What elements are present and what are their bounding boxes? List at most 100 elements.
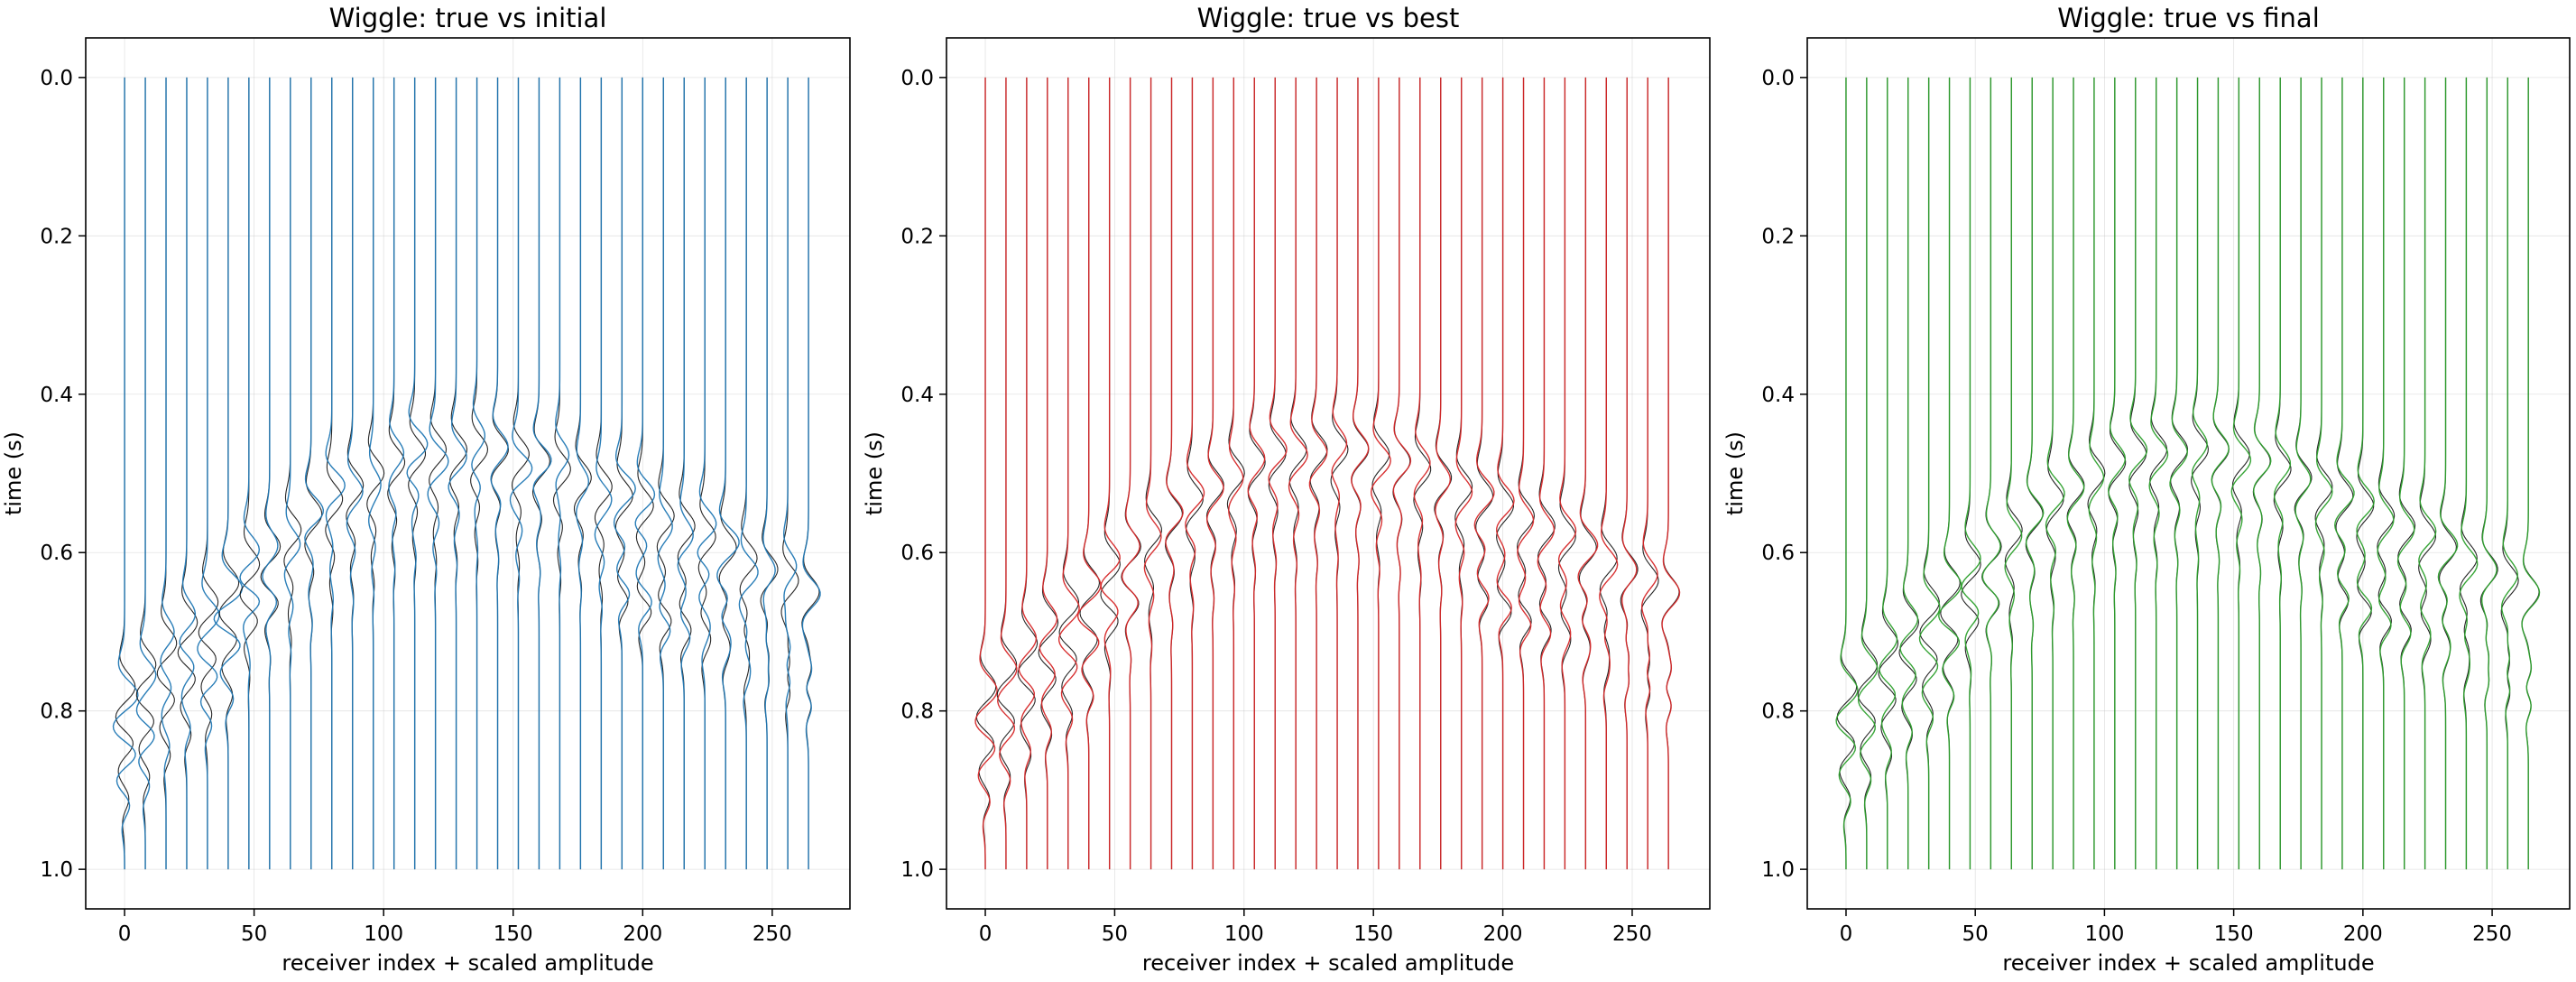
axes-frame bbox=[1806, 37, 2571, 910]
x-tick-label: 150 bbox=[494, 922, 533, 946]
final-trace-30 bbox=[2459, 77, 2479, 870]
best-trace-1 bbox=[997, 77, 1018, 870]
true-trace-16 bbox=[2170, 77, 2189, 870]
true-trace-19 bbox=[1371, 77, 1390, 870]
true-trace-17 bbox=[2191, 77, 2209, 870]
true-trace-31 bbox=[1620, 77, 1639, 870]
best-trace-21 bbox=[1413, 77, 1431, 870]
best-trace-32 bbox=[1640, 77, 1658, 870]
initial-trace-23 bbox=[594, 77, 613, 870]
true-trace-14 bbox=[408, 77, 427, 870]
true-trace-14 bbox=[1268, 77, 1287, 870]
x-tick-label: 250 bbox=[2472, 922, 2512, 946]
initial-trace-11 bbox=[346, 77, 364, 870]
x-tick-label: 100 bbox=[364, 922, 403, 946]
true-trace-2 bbox=[1878, 77, 1899, 870]
best-trace-12 bbox=[1228, 77, 1244, 870]
best-trace-29 bbox=[1577, 77, 1599, 870]
true-trace-26 bbox=[1517, 77, 1535, 870]
true-trace-21 bbox=[1413, 77, 1432, 870]
true-trace-32 bbox=[780, 77, 799, 870]
best-trace-0 bbox=[974, 77, 998, 870]
x-tick-label: 0 bbox=[1840, 922, 1853, 946]
true-trace-6 bbox=[1100, 77, 1121, 870]
true-trace-7 bbox=[1981, 77, 2002, 870]
initial-trace-30 bbox=[738, 77, 759, 870]
x-tick-label: 250 bbox=[1612, 922, 1652, 946]
x-axis-label: receiver index + scaled amplitude bbox=[2002, 950, 2374, 976]
y-tick-label: 0.6 bbox=[1761, 542, 1795, 565]
true-trace-24 bbox=[2335, 77, 2354, 870]
best-trace-33 bbox=[1661, 77, 1681, 870]
true-trace-33 bbox=[1661, 77, 1680, 870]
best-trace-13 bbox=[1247, 77, 1266, 870]
x-tick-label: 100 bbox=[2084, 922, 2124, 946]
true-trace-4 bbox=[1919, 77, 1940, 870]
true-trace-24 bbox=[614, 77, 633, 870]
true-trace-3 bbox=[177, 77, 199, 870]
true-trace-25 bbox=[1496, 77, 1514, 870]
true-trace-5 bbox=[1940, 77, 1961, 870]
final-trace-13 bbox=[2108, 77, 2127, 870]
x-tick-label: 0 bbox=[118, 922, 132, 946]
final-trace-27 bbox=[2396, 77, 2415, 870]
initial-trace-21 bbox=[555, 77, 570, 870]
best-trace-14 bbox=[1268, 77, 1288, 870]
initial-trace-12 bbox=[368, 77, 382, 870]
initial-trace-4 bbox=[197, 77, 220, 870]
true-trace-29 bbox=[1578, 77, 1597, 870]
initial-trace-6 bbox=[239, 77, 261, 870]
initial-trace-27 bbox=[677, 77, 694, 870]
final-trace-11 bbox=[2066, 77, 2085, 870]
y-axis-label: time (s) bbox=[1722, 431, 1748, 515]
x-tick-label: 100 bbox=[1224, 922, 1264, 946]
final-trace-20 bbox=[2253, 77, 2272, 870]
axes-frame bbox=[85, 37, 851, 910]
traces bbox=[112, 77, 821, 870]
initial-trace-5 bbox=[213, 77, 244, 870]
true-trace-29 bbox=[2439, 77, 2457, 870]
true-trace-5 bbox=[1079, 77, 1101, 870]
initial-trace-17 bbox=[471, 77, 486, 870]
initial-trace-15 bbox=[427, 77, 449, 870]
x-tick-label: 0 bbox=[979, 922, 993, 946]
best-trace-26 bbox=[1517, 77, 1535, 870]
true-trace-23 bbox=[1454, 77, 1473, 870]
true-trace-30 bbox=[739, 77, 758, 870]
best-trace-6 bbox=[1100, 77, 1121, 870]
final-trace-1 bbox=[1857, 77, 1879, 870]
final-trace-10 bbox=[2045, 77, 2065, 870]
true-trace-15 bbox=[1288, 77, 1307, 870]
y-tick-label: 0.4 bbox=[1761, 384, 1795, 407]
best-trace-3 bbox=[1039, 77, 1058, 870]
final-trace-33 bbox=[2521, 77, 2541, 870]
true-trace-29 bbox=[718, 77, 737, 870]
x-tick-label: 200 bbox=[623, 922, 662, 946]
true-trace-8 bbox=[283, 77, 302, 870]
true-trace-10 bbox=[2045, 77, 2064, 870]
y-tick-label: 0.2 bbox=[900, 225, 934, 248]
best-trace-8 bbox=[1143, 77, 1162, 870]
best-trace-7 bbox=[1121, 77, 1140, 870]
final-trace-31 bbox=[2480, 77, 2498, 870]
x-tick-label: 50 bbox=[241, 922, 267, 946]
traces bbox=[1835, 77, 2541, 870]
grid bbox=[1807, 38, 2570, 909]
true-trace-27 bbox=[1537, 77, 1556, 870]
initial-trace-31 bbox=[762, 77, 776, 870]
true-trace-15 bbox=[2149, 77, 2168, 870]
true-trace-0 bbox=[1836, 77, 1858, 870]
y-tick-label: 0.6 bbox=[900, 542, 934, 565]
final-trace-18 bbox=[2211, 77, 2230, 870]
initial-trace-32 bbox=[782, 77, 798, 870]
best-trace-10 bbox=[1185, 77, 1205, 870]
final-trace-8 bbox=[2004, 77, 2023, 870]
true-trace-2 bbox=[156, 77, 178, 870]
best-trace-4 bbox=[1057, 77, 1080, 870]
final-trace-7 bbox=[1981, 77, 2001, 870]
true-trace-26 bbox=[656, 77, 675, 870]
true-trace-28 bbox=[2418, 77, 2437, 870]
y-tick-label: 1.0 bbox=[40, 858, 73, 882]
final-trace-29 bbox=[2437, 77, 2459, 870]
initial-trace-1 bbox=[135, 77, 157, 870]
